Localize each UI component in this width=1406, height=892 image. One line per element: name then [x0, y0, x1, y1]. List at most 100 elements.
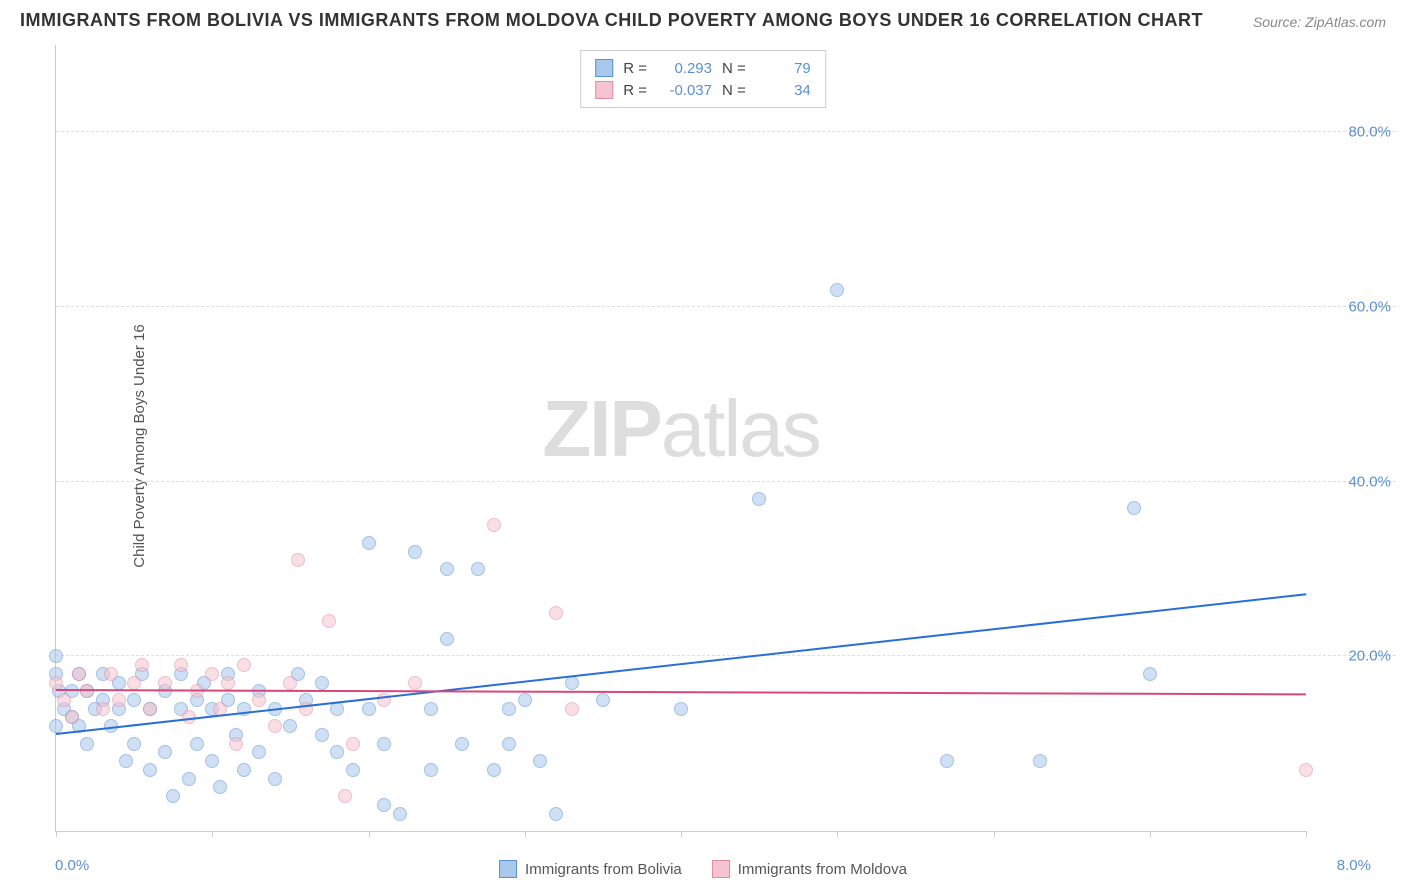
n-label: N = — [722, 82, 746, 99]
r-label: R = — [623, 60, 647, 77]
scatter-point — [408, 676, 422, 690]
scatter-point — [1033, 754, 1047, 768]
scatter-point — [1143, 667, 1157, 681]
x-tick — [681, 831, 682, 837]
scatter-point — [252, 693, 266, 707]
watermark-bold: ZIP — [542, 384, 660, 473]
scatter-point — [96, 702, 110, 716]
scatter-point — [315, 676, 329, 690]
x-tick — [994, 831, 995, 837]
scatter-point — [49, 676, 63, 690]
scatter-point — [487, 518, 501, 532]
series-legend: Immigrants from Bolivia Immigrants from … — [499, 858, 907, 880]
x-tick — [837, 831, 838, 837]
scatter-point — [424, 702, 438, 716]
legend-row-moldova: R = -0.037 N = 34 — [595, 79, 811, 101]
r-value-bolivia: 0.293 — [657, 60, 712, 77]
y-tick-label: 40.0% — [1348, 473, 1391, 490]
legend-item-bolivia: Immigrants from Bolivia — [499, 858, 682, 880]
x-tick — [1306, 831, 1307, 837]
scatter-point — [57, 693, 71, 707]
series-name-bolivia: Immigrants from Bolivia — [525, 861, 682, 878]
scatter-point — [72, 667, 86, 681]
x-tick-max: 8.0% — [1337, 857, 1371, 874]
scatter-point — [221, 676, 235, 690]
scatter-point — [674, 702, 688, 716]
scatter-point — [549, 807, 563, 821]
scatter-point — [135, 658, 149, 672]
scatter-point — [1127, 501, 1141, 515]
scatter-point — [502, 737, 516, 751]
scatter-point — [49, 719, 63, 733]
scatter-point — [940, 754, 954, 768]
scatter-point — [65, 710, 79, 724]
scatter-point — [322, 614, 336, 628]
scatter-point — [377, 798, 391, 812]
scatter-point — [190, 737, 204, 751]
scatter-point — [80, 684, 94, 698]
scatter-point — [533, 754, 547, 768]
scatter-point — [393, 807, 407, 821]
x-tick — [1150, 831, 1151, 837]
r-label: R = — [623, 82, 647, 99]
scatter-point — [346, 737, 360, 751]
scatter-point — [166, 789, 180, 803]
scatter-point — [205, 754, 219, 768]
scatter-point — [455, 737, 469, 751]
scatter-point — [502, 702, 516, 716]
scatter-point — [315, 728, 329, 742]
scatter-point — [487, 763, 501, 777]
plot-area: ZIPatlas 20.0%40.0%60.0%80.0% — [55, 45, 1306, 832]
scatter-point — [205, 667, 219, 681]
gridline — [56, 655, 1396, 656]
scatter-point — [127, 676, 141, 690]
n-label: N = — [722, 60, 746, 77]
watermark-rest: atlas — [661, 384, 820, 473]
scatter-point — [424, 763, 438, 777]
scatter-point — [362, 536, 376, 550]
x-tick — [56, 831, 57, 837]
legend-row-bolivia: R = 0.293 N = 79 — [595, 57, 811, 79]
n-value-bolivia: 79 — [756, 60, 811, 77]
scatter-point — [338, 789, 352, 803]
watermark: ZIPatlas — [542, 383, 819, 475]
scatter-point — [237, 658, 251, 672]
scatter-point — [158, 676, 172, 690]
scatter-point — [119, 754, 133, 768]
series-name-moldova: Immigrants from Moldova — [738, 861, 907, 878]
chart-container: IMMIGRANTS FROM BOLIVIA VS IMMIGRANTS FR… — [0, 0, 1406, 892]
scatter-point — [471, 562, 485, 576]
scatter-point — [104, 667, 118, 681]
swatch-bolivia — [595, 59, 613, 77]
scatter-point — [268, 719, 282, 733]
scatter-point — [213, 780, 227, 794]
scatter-point — [330, 745, 344, 759]
scatter-point — [127, 737, 141, 751]
scatter-point — [408, 545, 422, 559]
scatter-point — [346, 763, 360, 777]
scatter-point — [549, 606, 563, 620]
scatter-point — [143, 702, 157, 716]
scatter-point — [362, 702, 376, 716]
scatter-point — [752, 492, 766, 506]
scatter-point — [283, 676, 297, 690]
gridline — [56, 481, 1396, 482]
scatter-point — [830, 283, 844, 297]
legend-item-moldova: Immigrants from Moldova — [712, 858, 907, 880]
scatter-point — [565, 702, 579, 716]
swatch-moldova — [595, 81, 613, 99]
scatter-point — [291, 553, 305, 567]
scatter-point — [268, 772, 282, 786]
y-tick-label: 20.0% — [1348, 648, 1391, 665]
scatter-point — [237, 763, 251, 777]
x-tick — [525, 831, 526, 837]
scatter-point — [127, 693, 141, 707]
x-tick — [212, 831, 213, 837]
source-attribution: Source: ZipAtlas.com — [1253, 14, 1386, 30]
scatter-point — [174, 658, 188, 672]
scatter-point — [229, 737, 243, 751]
r-value-moldova: -0.037 — [657, 82, 712, 99]
x-tick — [369, 831, 370, 837]
scatter-point — [158, 745, 172, 759]
scatter-point — [49, 649, 63, 663]
